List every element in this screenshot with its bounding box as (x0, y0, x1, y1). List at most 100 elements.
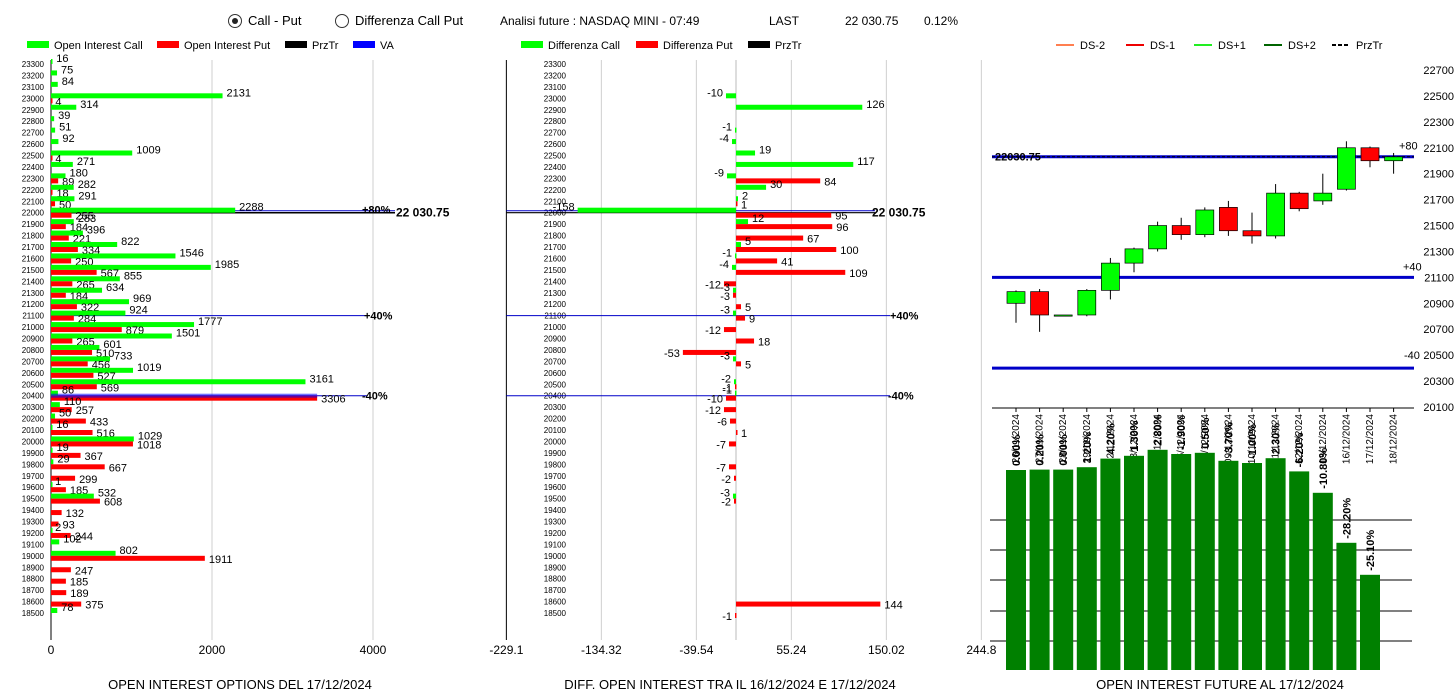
diff-put-value-label: -7 (716, 462, 726, 474)
strike-tick-label: 18900 (544, 563, 567, 572)
call-value-label: 1 (55, 476, 61, 488)
strike-tick-label: 20700 (544, 357, 567, 366)
candle-body (1101, 262, 1120, 291)
strike-tick-label: 22500 (22, 152, 45, 161)
call-value-label: 733 (114, 350, 132, 362)
strike-tick-label: 22200 (22, 186, 45, 195)
future-oi-label: 1.20% (1082, 432, 1094, 463)
strike-tick-label: 21200 (22, 300, 45, 309)
strike-tick-label: 19900 (22, 449, 45, 458)
call-value-label: 16 (56, 419, 68, 431)
strike-tick-label: 21700 (22, 243, 45, 252)
diff-call-bar (736, 242, 742, 247)
diff-call-value-label: 5 (745, 236, 751, 248)
diff-call-bar (726, 173, 736, 179)
call-bar (51, 459, 54, 465)
strike-tick-label: 18500 (544, 609, 567, 618)
diff-put-bar (682, 349, 736, 355)
radio-differenza-label: Differenza Call Put (355, 13, 464, 28)
put-value-label: 367 (85, 451, 103, 463)
strike-tick-label: 22100 (22, 197, 45, 206)
p40-label: +40% (364, 311, 393, 323)
future-oi-bar (1360, 574, 1380, 670)
strike-tick-label: 19800 (544, 460, 567, 469)
call-bar (51, 104, 77, 110)
x-date-label: 28/11/2024 (1058, 414, 1069, 464)
put-bar (51, 590, 67, 596)
call-value-label: 180 (69, 167, 87, 179)
diff-call-bar (577, 207, 736, 213)
call-bar (51, 539, 60, 545)
strike-tick-label: 22800 (22, 117, 45, 126)
put-bar (51, 247, 78, 252)
put-value-label: 247 (75, 565, 93, 577)
strike-tick-label: 19100 (22, 540, 45, 549)
diff-call-bar (736, 184, 767, 190)
call-bar (51, 299, 130, 305)
diff-call-value-label: -1 (722, 247, 732, 259)
strike-tick-label: 19200 (22, 529, 45, 538)
put-value-label: 433 (90, 417, 108, 429)
strike-tick-label: 23100 (544, 83, 567, 92)
strike-tick-label: 20200 (22, 415, 45, 424)
strike-tick-label: 20400 (22, 392, 45, 401)
x-tick-label: 150.02 (868, 643, 905, 657)
diff-put-bar (728, 464, 736, 470)
diff-call-value-label: 30 (770, 179, 782, 191)
x-tick-label: -134.32 (581, 643, 622, 657)
future-oi-label: -28.20% (1341, 498, 1353, 539)
diff-call-value-label: -158 (553, 202, 575, 214)
y-tick-label: 20300 (1423, 376, 1454, 388)
diff-put-bar (736, 304, 742, 310)
put-value-label: 4 (55, 154, 61, 166)
call-value-label: 19 (57, 442, 69, 454)
put-bar (51, 235, 69, 241)
legend-label-3: VA (380, 40, 395, 52)
m40-label: -40% (362, 391, 388, 403)
put-bar (51, 510, 62, 516)
candle-body (1124, 248, 1144, 264)
call-bar (51, 608, 58, 613)
legend-swatch-2 (285, 41, 307, 48)
strike-tick-label: 19300 (22, 518, 45, 527)
future-oi-bar (1171, 454, 1192, 670)
strike-tick-label: 18600 (544, 598, 567, 607)
x-date-label: 29/11/2024 (1082, 414, 1093, 464)
legend-label-1: Open Interest Put (184, 40, 270, 52)
put-value-label: 189 (70, 588, 88, 600)
strike-tick-label: 20100 (544, 426, 567, 435)
strike-tick-label: 19500 (22, 495, 45, 504)
future-oi-bar (1006, 470, 1026, 670)
m40-label: -40% (888, 391, 914, 403)
strike-tick-label: 19700 (22, 472, 45, 481)
diff-call-value-label: -3 (720, 305, 730, 317)
put-value-label: 608 (104, 497, 122, 509)
diff-call-bar (734, 390, 737, 396)
put-bar (51, 521, 59, 527)
future-oi-bar (1053, 469, 1074, 670)
call-value-label: 283 (78, 213, 96, 225)
y-tick-label: 20500 (1423, 350, 1454, 362)
call-bar (51, 161, 73, 167)
put-bar (51, 98, 53, 104)
price-label: 22 030.75 (396, 206, 450, 220)
call-value-label: 29 (57, 453, 69, 465)
call-value-label: 3161 (309, 373, 333, 385)
strike-tick-label: 20300 (544, 403, 567, 412)
caption-open-interest-future: OPEN INTEREST FUTURE AL 17/12/2024 (1096, 677, 1344, 692)
call-value-label: 969 (133, 293, 151, 305)
radio-call-put[interactable]: Call - Put (228, 13, 301, 28)
strike-tick-label: 19000 (22, 552, 45, 561)
put-bar (51, 304, 77, 310)
strike-tick-label: 18800 (544, 575, 567, 584)
future-oi-label: 2.80% (1153, 414, 1165, 445)
diff-put-value-label: -6 (717, 417, 727, 429)
call-bar (51, 287, 103, 293)
call-bar (51, 196, 75, 202)
radio-differenza[interactable]: Differenza Call Put (335, 13, 463, 28)
call-bar (51, 310, 126, 316)
analysis-title: Analisi future : NASDAQ MINI - 07:49 (500, 14, 700, 28)
call-bar (51, 264, 211, 270)
strike-tick-label: 19100 (544, 540, 567, 549)
strike-tick-label: 23000 (544, 94, 567, 103)
